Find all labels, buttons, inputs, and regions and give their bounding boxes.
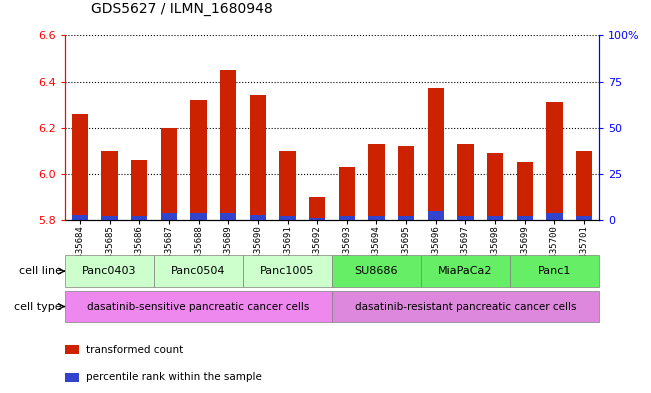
Bar [339,217,355,220]
Bar [220,213,236,220]
Bar [517,162,533,220]
Bar [309,197,326,220]
Bar [428,211,444,220]
Text: dasatinib-resistant pancreatic cancer cells: dasatinib-resistant pancreatic cancer ce… [355,301,576,312]
Bar [131,217,147,220]
Bar [220,70,236,220]
Bar [190,213,207,220]
Bar [279,151,296,220]
Text: cell type: cell type [14,301,62,312]
Bar [457,217,474,220]
Bar [72,215,88,220]
Text: cell line: cell line [19,266,62,276]
Bar [487,217,503,220]
Text: transformed count: transformed count [86,345,183,355]
Text: Panc1005: Panc1005 [260,266,314,276]
Bar [576,217,592,220]
Text: dasatinib-sensitive pancreatic cancer cells: dasatinib-sensitive pancreatic cancer ce… [87,301,310,312]
Bar [546,102,562,220]
Bar [102,217,118,220]
Bar [487,153,503,220]
Bar [250,95,266,220]
Bar [576,151,592,220]
Bar [161,213,177,220]
Text: Panc0504: Panc0504 [171,266,226,276]
Bar [102,151,118,220]
Bar [339,167,355,220]
Text: MiaPaCa2: MiaPaCa2 [438,266,493,276]
Text: Panc1: Panc1 [538,266,571,276]
Bar [161,128,177,220]
Bar [250,215,266,220]
Bar [428,88,444,220]
Text: Panc0403: Panc0403 [82,266,137,276]
Bar [190,100,207,220]
Text: percentile rank within the sample: percentile rank within the sample [86,372,262,382]
Bar [131,160,147,220]
Text: SU8686: SU8686 [355,266,398,276]
Bar [72,114,88,220]
Bar [398,217,414,220]
Bar [398,146,414,220]
Bar [546,213,562,220]
Bar [309,218,326,220]
Bar [368,217,385,220]
Text: GDS5627 / ILMN_1680948: GDS5627 / ILMN_1680948 [91,2,273,16]
Bar [517,217,533,220]
Bar [457,144,474,220]
Bar [279,217,296,220]
Bar [368,144,385,220]
